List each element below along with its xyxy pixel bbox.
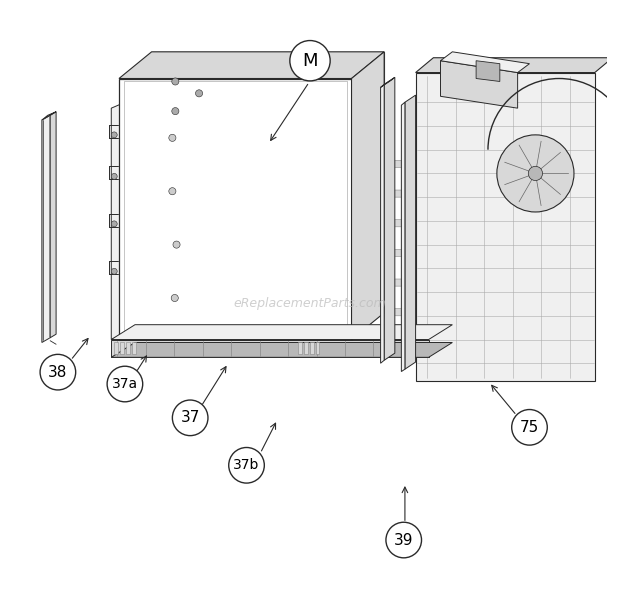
Polygon shape — [384, 190, 415, 197]
Polygon shape — [111, 343, 453, 358]
Circle shape — [386, 522, 422, 558]
Circle shape — [169, 134, 176, 141]
Polygon shape — [384, 279, 415, 286]
Polygon shape — [476, 61, 500, 82]
Polygon shape — [352, 52, 384, 340]
Polygon shape — [316, 343, 319, 355]
Circle shape — [169, 188, 176, 195]
Polygon shape — [405, 95, 415, 369]
Polygon shape — [111, 105, 120, 340]
Polygon shape — [440, 52, 529, 73]
Text: 38: 38 — [48, 365, 68, 380]
Text: 39: 39 — [394, 533, 414, 548]
Polygon shape — [384, 220, 415, 227]
Polygon shape — [120, 103, 125, 336]
Circle shape — [290, 41, 330, 81]
Polygon shape — [310, 343, 314, 355]
Polygon shape — [42, 111, 56, 120]
Polygon shape — [132, 343, 136, 355]
Circle shape — [497, 135, 574, 212]
Polygon shape — [126, 343, 130, 355]
Polygon shape — [415, 58, 613, 73]
Polygon shape — [440, 61, 518, 108]
Polygon shape — [119, 79, 352, 340]
Polygon shape — [415, 73, 595, 381]
Polygon shape — [119, 52, 384, 79]
Polygon shape — [298, 343, 302, 355]
Circle shape — [528, 166, 542, 181]
Circle shape — [107, 366, 143, 402]
Circle shape — [171, 294, 179, 302]
Polygon shape — [111, 340, 428, 358]
Circle shape — [173, 241, 180, 248]
Text: eReplacementParts.com: eReplacementParts.com — [234, 297, 386, 311]
Polygon shape — [152, 52, 384, 313]
Circle shape — [195, 90, 203, 97]
Circle shape — [172, 78, 179, 85]
Polygon shape — [304, 343, 308, 355]
Text: 37: 37 — [180, 410, 200, 426]
Polygon shape — [381, 85, 384, 363]
Polygon shape — [124, 81, 347, 335]
Text: 37a: 37a — [112, 377, 138, 391]
Circle shape — [111, 132, 117, 138]
Circle shape — [172, 107, 179, 114]
Text: 75: 75 — [520, 420, 539, 435]
Circle shape — [512, 409, 547, 445]
Polygon shape — [120, 343, 124, 355]
Polygon shape — [384, 160, 415, 167]
Polygon shape — [384, 309, 415, 316]
Polygon shape — [401, 103, 405, 371]
Circle shape — [40, 355, 76, 390]
Polygon shape — [114, 343, 118, 355]
Circle shape — [172, 400, 208, 436]
Circle shape — [111, 173, 117, 179]
Polygon shape — [381, 77, 395, 88]
Polygon shape — [50, 111, 56, 338]
Polygon shape — [42, 115, 50, 343]
Circle shape — [111, 221, 117, 227]
Polygon shape — [384, 77, 395, 361]
Polygon shape — [111, 325, 453, 340]
Polygon shape — [384, 249, 415, 256]
Circle shape — [111, 268, 117, 274]
Polygon shape — [384, 339, 415, 346]
Text: 37b: 37b — [233, 458, 260, 472]
Circle shape — [229, 448, 264, 483]
Text: M: M — [303, 52, 317, 70]
